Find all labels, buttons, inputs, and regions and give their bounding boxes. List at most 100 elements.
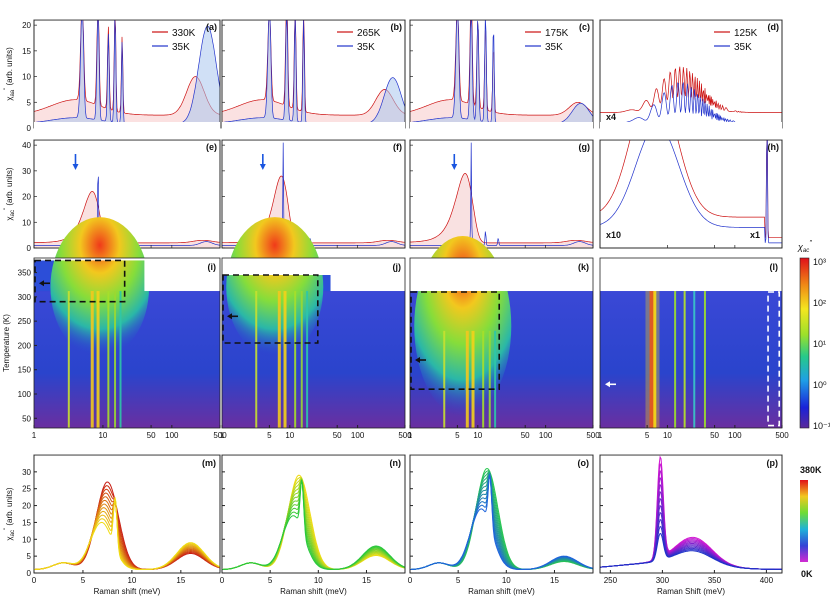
panel-h-series-low-T <box>599 134 782 244</box>
scale-label-h-right: x1 <box>750 230 760 240</box>
panel-e-arrow-head-icon <box>72 164 79 170</box>
panel-p-curve-11 <box>600 532 783 570</box>
panel-b-legend-label-1: 35K <box>357 42 375 53</box>
panel-j-tc-arrowhead-icon <box>227 313 232 320</box>
panel-p-frame-top <box>599 454 783 574</box>
panel-g-arrow-head-icon <box>451 164 458 170</box>
panel-j-xtick-label: 100 <box>351 431 365 440</box>
panel-j-xtick-label: 50 <box>333 431 342 440</box>
panel-a-series-330K <box>33 14 221 116</box>
panel-d-legend-label-1: 35K <box>734 42 752 53</box>
panel-j-stripe-5 <box>306 291 309 428</box>
panel-e-ytick-label: 20 <box>22 193 31 202</box>
panel-p-xtick-label: 300 <box>656 576 670 585</box>
row3-ylabel: Temperature (K) <box>2 314 11 372</box>
row4-ylabel: χac" (arb. units) <box>4 487 16 540</box>
panel-n-curve-9 <box>222 479 406 570</box>
panel-m-ytick-label: 25 <box>22 485 31 494</box>
panel-o-mask <box>410 441 593 455</box>
panel-k-letter: (k) <box>578 262 589 272</box>
panel-i-letter: (i) <box>208 262 217 272</box>
panel-i-frame <box>33 257 221 429</box>
panel-l-empty-top <box>600 258 782 292</box>
scale-label-d: x4 <box>606 112 616 122</box>
panel-k-stripe-4 <box>488 330 491 428</box>
panel-a-ytick-label: 5 <box>27 98 32 107</box>
panel-j-xtick-label: 5 <box>267 431 272 440</box>
panel-i-xtick-label: 1 <box>32 431 37 440</box>
panel-k-stripe-3 <box>482 330 485 428</box>
panel-c-mask <box>410 2 593 20</box>
panel-o-xtick-label: 5 <box>456 576 461 585</box>
panel-o-xlabel: Raman shift (meV) <box>468 587 535 596</box>
panel-h-letter: (h) <box>768 142 780 152</box>
panel-l-letter: (l) <box>770 262 779 272</box>
panel-l-stripe-2 <box>674 291 677 428</box>
panel-g-frame-top <box>409 139 594 249</box>
panel-k-xtick-label: 1 <box>408 431 413 440</box>
panel-k-stripe-1 <box>465 330 469 428</box>
panel-n-letter: (n) <box>390 458 402 468</box>
panel-a-legend-label-1: 35K <box>172 42 190 53</box>
panel-b-letter: (b) <box>391 22 403 32</box>
panel-b-series-265K <box>221 14 406 116</box>
panel-o-xtick-label: 10 <box>502 576 511 585</box>
panel-p-curve-2 <box>600 469 783 570</box>
colorbar-tick-label: 10⁻¹ <box>813 421 830 431</box>
panel-m-xtick-label: 15 <box>176 576 185 585</box>
panel-p-xlabel: Raman Shift (meV) <box>657 587 725 596</box>
panel-m-mask <box>34 441 220 455</box>
panel-d-mask <box>600 2 782 20</box>
panel-k-stripe-2 <box>471 330 475 428</box>
colorbar-title: χac" <box>797 240 812 254</box>
panel-o-frame-top <box>409 454 594 574</box>
panel-g-hatch-fill <box>410 173 593 248</box>
panel-i-dashed-box <box>34 259 126 303</box>
panel-i-xtick-label: 500 <box>213 431 227 440</box>
colorbar-tick-label: 10³ <box>813 257 826 267</box>
panel-k-xtick-label: 500 <box>586 431 600 440</box>
panel-a-ytick-label: 15 <box>22 47 31 56</box>
panel-l-stripe-5 <box>703 291 706 428</box>
panel-o-curve-11 <box>410 474 594 570</box>
panel-p-frame <box>599 454 783 574</box>
panel-i-ytick-label: 300 <box>18 293 32 302</box>
panel-j-letter: (j) <box>393 262 402 272</box>
temperature-bar <box>800 480 808 562</box>
panel-c-legend-label-1: 35K <box>545 42 563 53</box>
panel-a-fill-1 <box>34 14 220 129</box>
panel-n-xtick-label: 0 <box>220 576 225 585</box>
panel-o-letter: (o) <box>578 458 590 468</box>
panel-i-tc-arrowhead-icon <box>39 280 44 287</box>
panel-a-ytick-label: 0 <box>27 124 32 133</box>
panel-m-xtick-label: 5 <box>81 576 86 585</box>
panel-i-stripe-1 <box>90 291 94 428</box>
panel-e-ytick-label: 10 <box>22 218 31 227</box>
panel-k-xtick-label: 5 <box>455 431 460 440</box>
panel-g-plot <box>409 142 594 248</box>
panel-j-stripe-3 <box>294 291 297 428</box>
panel-l-xtick-label: 50 <box>710 431 719 440</box>
panel-p-curve-5 <box>600 490 783 570</box>
panel-p-curve-6 <box>600 497 783 570</box>
colorbar-tick-label: 10¹ <box>813 339 826 349</box>
panel-j-dashed-box <box>222 274 319 344</box>
panel-l-stripe-1 <box>653 291 657 428</box>
row2-ylabel: χac" (arb. units) <box>4 167 16 220</box>
panel-j-stripe-4 <box>300 291 303 428</box>
panel-i-ytick-label: 150 <box>18 366 32 375</box>
panel-c-legend-label-0: 175K <box>545 28 569 39</box>
panel-i-stripe-4 <box>114 291 117 428</box>
colorbar-tick-label: 10² <box>813 298 826 308</box>
panel-c-series-175K <box>409 14 594 116</box>
colorbar-tick-label: 10⁰ <box>813 380 827 390</box>
panel-n-curve-11 <box>222 479 406 570</box>
panel-g-series-low-T <box>410 142 594 246</box>
panel-i-ytick-label: 250 <box>18 317 32 326</box>
panel-p-curve-1 <box>600 462 783 570</box>
panel-n-xlabel: Raman shift (meV) <box>280 587 347 596</box>
panel-b-legend-label-0: 265K <box>357 28 381 39</box>
panel-n-xtick-label: 10 <box>314 576 323 585</box>
panel-h-frame-top <box>599 139 783 249</box>
